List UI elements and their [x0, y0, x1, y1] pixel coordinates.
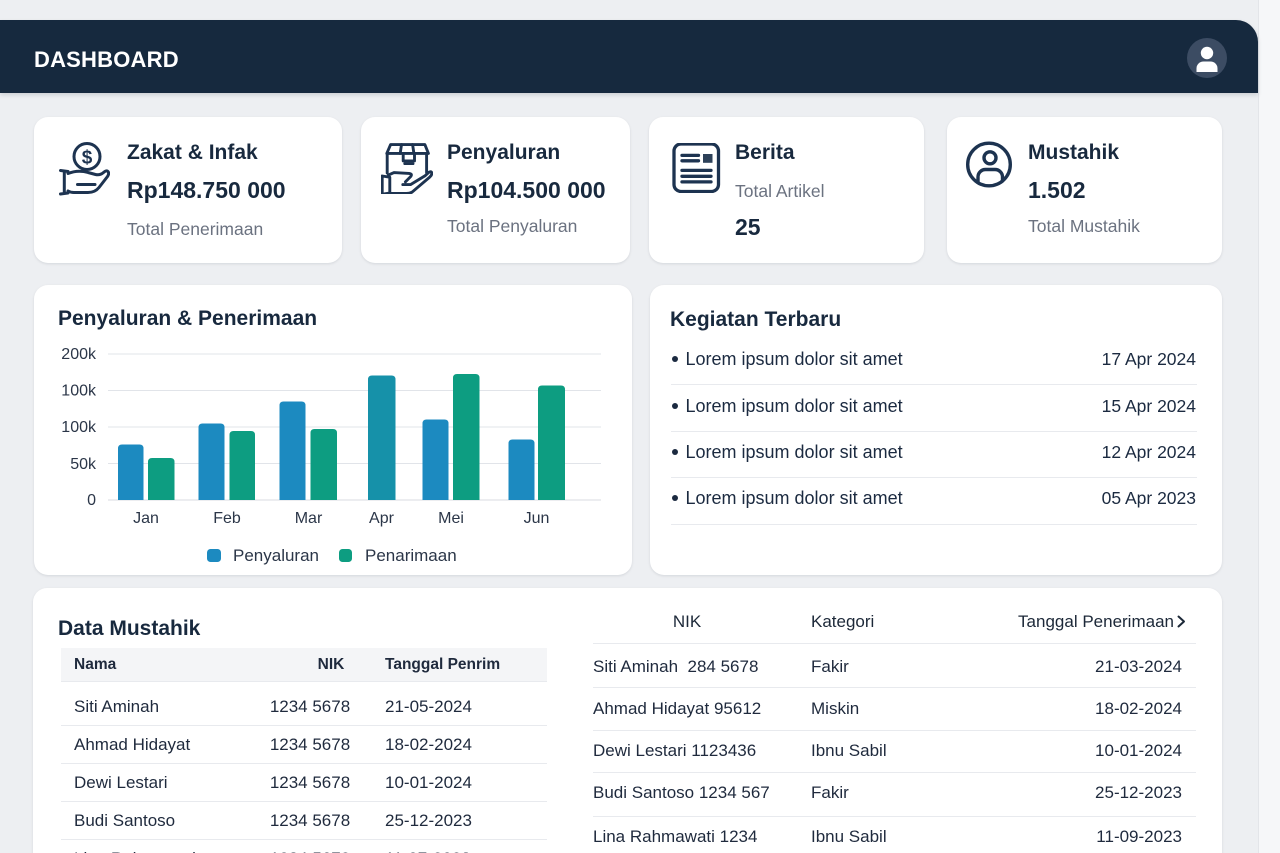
- svg-text:100k: 100k: [61, 383, 97, 400]
- svg-text:Apr: Apr: [369, 510, 395, 527]
- svg-text:Mei: Mei: [438, 510, 464, 527]
- svg-text:Mar: Mar: [295, 510, 323, 527]
- svg-text:100k: 100k: [61, 419, 97, 436]
- svg-text:Feb: Feb: [213, 510, 241, 527]
- svg-text:200k: 200k: [61, 346, 97, 363]
- svg-text:$: $: [82, 148, 93, 169]
- svg-text:Jan: Jan: [133, 510, 159, 527]
- svg-text:50k: 50k: [70, 456, 97, 473]
- svg-text:0: 0: [87, 492, 96, 509]
- svg-text:Jun: Jun: [524, 510, 550, 527]
